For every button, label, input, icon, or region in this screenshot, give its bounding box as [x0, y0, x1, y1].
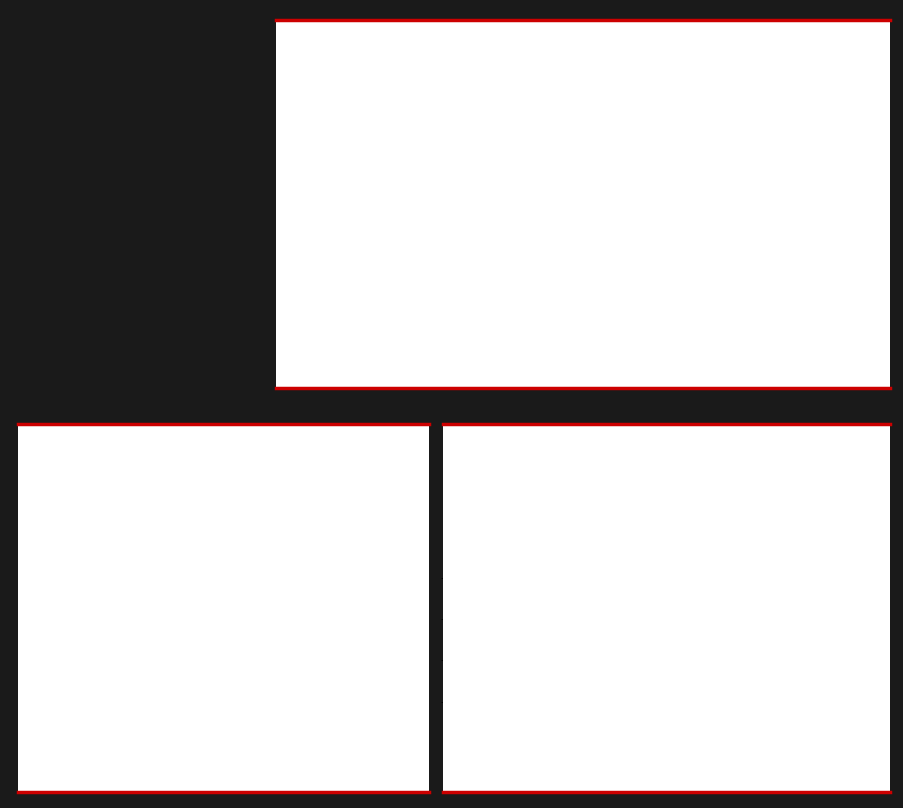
Bar: [483, 482, 498, 536]
Text: 一周涨跌幅（%）: 一周涨跌幅（%）: [692, 451, 763, 465]
Text: -0.09: -0.09: [62, 496, 88, 507]
Bar: [165, 490, 183, 530]
Bar: [710, 536, 724, 552]
Text: -1.65: -1.65: [695, 300, 728, 313]
Bar: [785, 536, 800, 570]
Text: -0.31: -0.31: [95, 504, 122, 515]
Text: -4.78: -4.78: [391, 664, 418, 674]
Bar: [330, 490, 348, 568]
Text: -0.88: -0.88: [584, 206, 617, 219]
Bar: [634, 532, 649, 536]
Text: -1.12: -1.12: [161, 533, 188, 543]
Bar: [296, 490, 315, 561]
Bar: [792, 94, 852, 297]
Bar: [609, 520, 624, 536]
Bar: [810, 536, 825, 590]
Bar: [362, 490, 380, 596]
Bar: [67, 490, 85, 493]
Bar: [460, 94, 521, 305]
Bar: [99, 490, 117, 501]
Bar: [349, 94, 410, 166]
Text: -0.93: -0.93: [128, 527, 154, 537]
Text: -1.73: -1.73: [474, 309, 507, 322]
Bar: [132, 490, 151, 523]
Bar: [684, 536, 700, 545]
Text: -2.00: -2.00: [293, 565, 319, 574]
Text: -2.99: -2.99: [358, 600, 385, 610]
Bar: [584, 516, 599, 536]
Legend: 一周涨跌幅（%）: 一周涨跌幅（%）: [551, 23, 650, 45]
Text: -1.66: -1.66: [805, 301, 838, 314]
Bar: [681, 94, 741, 295]
Bar: [735, 536, 749, 558]
Bar: [264, 490, 282, 549]
Bar: [759, 536, 775, 564]
Bar: [198, 490, 216, 530]
Legend: 一周涨跌幅（%）: 一周涨跌幅（%）: [185, 431, 294, 454]
Bar: [508, 485, 524, 536]
Bar: [571, 94, 631, 201]
Text: -2.20: -2.20: [325, 572, 352, 582]
Text: -1.14: -1.14: [193, 534, 220, 544]
Bar: [534, 496, 549, 536]
Text: -1.67: -1.67: [259, 553, 286, 563]
Text: -1.28: -1.28: [227, 539, 254, 549]
Text: -0.59: -0.59: [364, 170, 396, 183]
Bar: [231, 490, 249, 536]
Bar: [835, 536, 851, 591]
Bar: [396, 490, 414, 660]
Bar: [559, 499, 573, 536]
Bar: [861, 536, 876, 614]
